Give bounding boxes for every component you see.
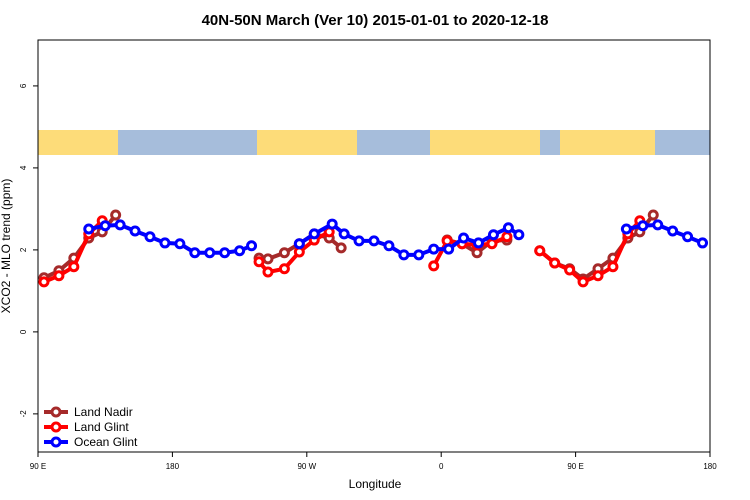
series-point <box>278 263 290 275</box>
series-point <box>110 209 122 221</box>
series-point <box>473 237 485 249</box>
series-point <box>144 231 156 243</box>
series-point <box>428 260 440 272</box>
series-point <box>204 247 216 259</box>
series-point <box>564 264 576 276</box>
series-point <box>219 247 231 259</box>
series-point <box>83 223 95 235</box>
series-point <box>99 220 111 232</box>
series-point <box>697 237 709 249</box>
x-tick-label: 180 <box>703 462 717 471</box>
map-strip <box>38 130 710 155</box>
y-tick-label: 4 <box>19 165 28 170</box>
series-point <box>159 237 171 249</box>
series-point <box>246 240 258 252</box>
plot-frame <box>37 39 711 453</box>
series-point <box>413 249 425 261</box>
series-point <box>308 228 320 240</box>
series-point <box>443 243 455 255</box>
series-point <box>38 276 50 288</box>
legend-label: Ocean Glint <box>74 435 138 449</box>
series-point <box>68 261 80 273</box>
series-point <box>114 219 126 231</box>
series-point <box>501 231 513 243</box>
y-tick-label: -2 <box>19 410 28 418</box>
legend-label: Land Nadir <box>74 405 133 419</box>
series-point <box>335 242 347 254</box>
series-point <box>262 253 274 265</box>
series-point <box>620 223 632 235</box>
legend-marker <box>50 421 62 433</box>
x-tick-label: 90 E <box>30 462 46 471</box>
series-point <box>428 243 440 255</box>
series-point <box>174 238 186 250</box>
x-tick-label: 180 <box>166 462 180 471</box>
series-point <box>129 225 141 237</box>
series-point <box>667 225 679 237</box>
series-point <box>534 245 546 257</box>
chart-title: 40N-50N March (Ver 10) 2015-01-01 to 202… <box>202 12 549 29</box>
series-point <box>682 231 694 243</box>
series-point <box>293 238 305 250</box>
x-axis-label: Longitude <box>349 477 402 491</box>
series-point <box>234 245 246 257</box>
series-point <box>652 219 664 231</box>
series-point <box>398 249 410 261</box>
series-point <box>262 266 274 278</box>
series-point <box>592 270 604 282</box>
series-point <box>353 235 365 247</box>
series-point <box>189 247 201 259</box>
legend-marker <box>50 406 62 418</box>
series-point <box>278 247 290 259</box>
y-axis-label: XCO2 - MLO trend (ppm) <box>0 179 13 314</box>
series-point <box>502 222 514 234</box>
y-tick-label: 2 <box>19 247 28 252</box>
legend-marker <box>50 436 62 448</box>
series-point <box>486 238 498 250</box>
series-point <box>487 229 499 241</box>
series-point <box>637 220 649 232</box>
series-point <box>577 276 589 288</box>
series-point <box>458 232 470 244</box>
series-point <box>383 240 395 252</box>
y-tick-label: 0 <box>19 329 28 334</box>
series-point <box>326 218 338 230</box>
x-tick-label: 90 E <box>567 462 583 471</box>
x-tick-label: 0 <box>439 462 444 471</box>
y-tick-label: 6 <box>19 83 28 88</box>
series-point <box>513 229 525 241</box>
series-point <box>53 270 65 282</box>
series-point <box>441 235 453 247</box>
series-point <box>607 261 619 273</box>
series-point <box>647 209 659 221</box>
series-point <box>338 228 350 240</box>
series-point <box>549 257 561 269</box>
series-line <box>43 213 655 282</box>
series-point <box>368 235 380 247</box>
series-point <box>253 256 265 268</box>
x-tick-label: 90 W <box>297 462 316 471</box>
legend-label: Land Glint <box>74 420 129 434</box>
